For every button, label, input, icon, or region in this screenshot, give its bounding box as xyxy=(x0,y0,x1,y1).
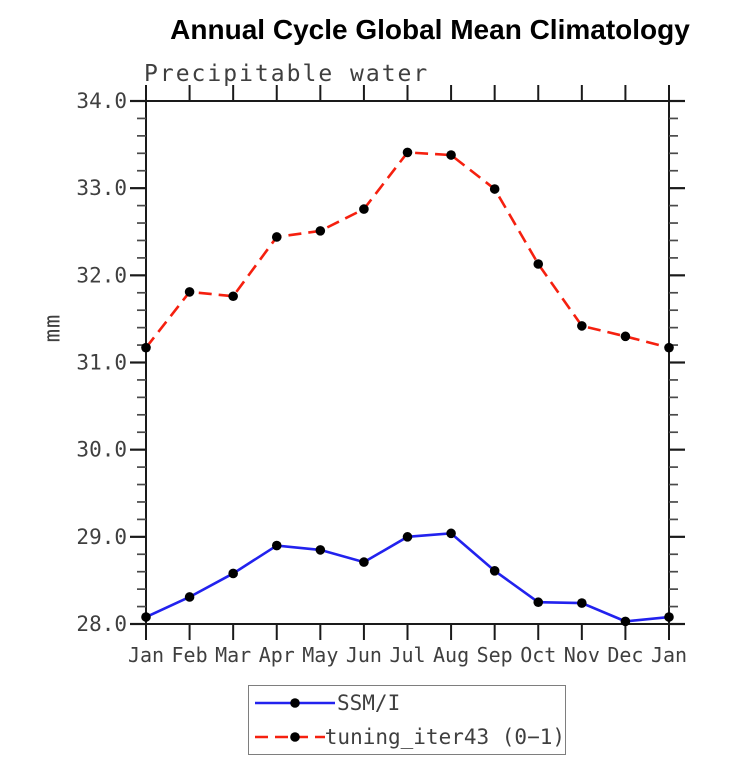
x-tick-label: Oct xyxy=(520,643,556,667)
data-point xyxy=(664,612,674,622)
y-tick-label: 31.0 xyxy=(76,351,127,375)
x-tick-label: Sep xyxy=(477,643,513,667)
x-tick-label: Jan xyxy=(651,643,687,667)
data-point xyxy=(533,597,544,608)
data-point xyxy=(359,204,369,214)
data-point xyxy=(533,259,544,269)
data-point xyxy=(620,616,631,627)
data-point xyxy=(184,287,195,297)
data-point xyxy=(446,150,456,160)
x-tick-label: Aug xyxy=(433,643,469,667)
y-tick-label: 29.0 xyxy=(76,525,127,549)
x-tick-label: Feb xyxy=(172,643,208,667)
x-tick-label: Mar xyxy=(215,643,251,667)
y-tick-label: 34.0 xyxy=(76,89,127,113)
x-tick-label: May xyxy=(302,643,338,667)
x-tick-label: Nov xyxy=(564,643,600,667)
series-line-1 xyxy=(144,151,670,349)
y-tick-label: 30.0 xyxy=(76,438,127,462)
series-line-0 xyxy=(145,532,670,623)
data-point xyxy=(577,321,587,331)
data-point xyxy=(271,232,282,242)
axis-frame xyxy=(145,100,670,625)
y-tick-label: 28.0 xyxy=(76,612,127,636)
data-point xyxy=(315,226,326,236)
data-point xyxy=(141,342,151,353)
data-point xyxy=(402,147,413,158)
data-point xyxy=(228,291,238,302)
data-point xyxy=(577,598,587,608)
data-point xyxy=(489,566,500,576)
legend-item-ssmi: SSM/I xyxy=(253,686,565,720)
data-point xyxy=(489,184,500,194)
x-tick-label: Dec xyxy=(607,643,643,667)
x-tick-label: Apr xyxy=(259,643,295,667)
chart-subtitle: Precipitable water xyxy=(144,61,430,87)
legend-marker-dot xyxy=(290,698,300,708)
legend-box: SSM/I tuning_iter43 (0−1) xyxy=(248,685,566,755)
data-point xyxy=(664,342,674,353)
plot-area: Jan Feb Mar Apr May Jun Jul Aug Sep Oct Nov Dec Jan2… xyxy=(76,85,687,667)
legend-label-tuning: tuning_iter43 (0−1) xyxy=(324,725,565,749)
data-point xyxy=(228,568,238,579)
legend-label-ssmi: SSM/I xyxy=(337,691,401,715)
y-tick-label: 32.0 xyxy=(76,263,127,287)
data-point xyxy=(315,545,326,555)
data-point xyxy=(359,557,369,567)
data-point xyxy=(402,532,413,542)
data-point xyxy=(141,612,151,622)
data-point xyxy=(271,540,282,551)
y-tick-label: 33.0 xyxy=(76,176,127,200)
x-tick-label: Jan xyxy=(128,643,164,667)
legend-marker-dot xyxy=(290,732,300,742)
x-tick-label: Jun xyxy=(346,643,382,667)
data-point xyxy=(184,592,195,602)
legend-line-solid xyxy=(255,698,335,708)
data-point xyxy=(446,528,456,539)
chart-title: Annual Cycle Global Mean Climatology xyxy=(170,14,690,45)
x-tick-label: Jul xyxy=(389,643,425,667)
legend-line-dashed xyxy=(255,732,325,742)
data-point xyxy=(620,331,631,342)
legend-item-tuning: tuning_iter43 (0−1) xyxy=(253,720,565,754)
